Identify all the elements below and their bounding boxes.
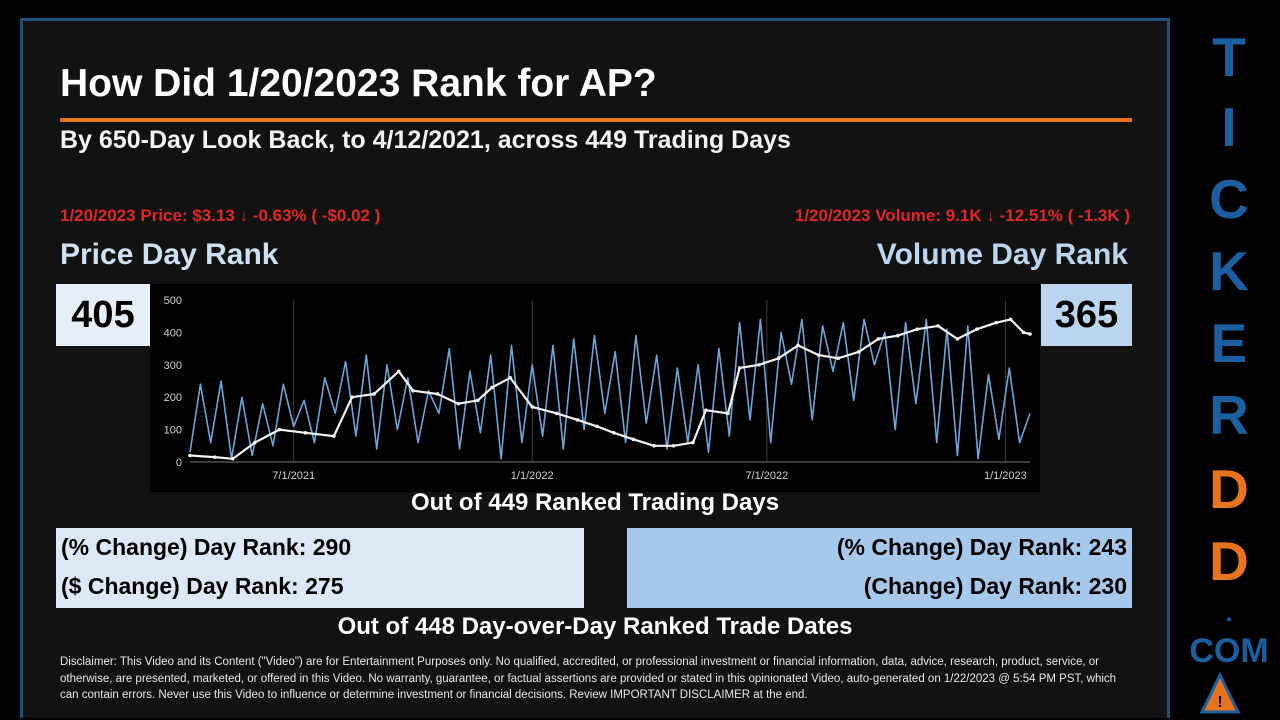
volume-change-rank: (Change) Day Rank: 230 xyxy=(863,573,1127,599)
series-point xyxy=(396,369,401,374)
series-point xyxy=(435,392,440,396)
brand-dot: . xyxy=(1225,600,1233,627)
volume-change-ranks: (% Change) Day Rank: 243 (Change) Day Ra… xyxy=(627,528,1132,608)
series-point xyxy=(277,427,282,432)
series-point xyxy=(757,363,761,367)
series-point xyxy=(895,333,900,338)
series-point xyxy=(876,337,881,341)
series-point xyxy=(936,324,940,328)
brand-letter: K xyxy=(1209,240,1249,302)
series-line-price-rank xyxy=(189,318,1031,460)
y-tick-label: 0 xyxy=(176,457,182,469)
y-tick-label: 400 xyxy=(164,327,182,339)
x-tick-label: 1/1/2022 xyxy=(511,470,554,482)
series-point xyxy=(372,392,376,396)
price-rank-label: Price Day Rank xyxy=(60,238,279,271)
series-point xyxy=(475,398,480,403)
series-point xyxy=(530,405,535,409)
series-point xyxy=(230,456,235,461)
price-change-ranks: (% Change) Day Rank: 290 ($ Change) Day … xyxy=(56,528,584,608)
price-dollar-change-rank: ($ Change) Day Rank: 275 xyxy=(61,573,344,599)
series-point xyxy=(456,401,461,406)
brand-com: COM xyxy=(1189,632,1269,670)
y-tick-label: 500 xyxy=(164,295,182,307)
series-point xyxy=(1028,332,1032,336)
series-point xyxy=(332,434,336,438)
series-point xyxy=(836,356,840,361)
series-point xyxy=(612,431,616,435)
series-point xyxy=(816,353,821,357)
series-point xyxy=(575,418,580,422)
series-point xyxy=(555,411,559,416)
series-point xyxy=(776,356,781,361)
price-rank-value: 405 xyxy=(56,284,150,346)
series-point xyxy=(350,395,354,399)
title-divider xyxy=(60,118,1132,122)
brand-letter: I xyxy=(1221,96,1237,158)
out-of-dates-caption: Out of 448 Day-over-Day Ranked Trade Dat… xyxy=(337,613,853,640)
y-tick-label: 100 xyxy=(164,425,182,437)
series-point xyxy=(1021,330,1026,335)
series-point xyxy=(691,440,695,445)
x-tick-label: 7/1/2021 xyxy=(272,470,315,482)
series-point xyxy=(994,320,999,325)
series-point xyxy=(955,337,960,341)
x-tick-label: 1/1/2023 xyxy=(984,470,1027,482)
series-point xyxy=(704,408,708,412)
series-point xyxy=(737,366,742,370)
series-point xyxy=(411,388,415,393)
brand-letter: R xyxy=(1209,384,1249,446)
y-tick-label: 300 xyxy=(164,360,182,372)
disclaimer-text: Disclaimer: This Video and its Content (… xyxy=(60,656,1117,701)
series-point xyxy=(631,437,636,442)
series-point xyxy=(671,444,676,448)
series-point xyxy=(595,424,599,429)
volume-info: 1/20/2023 Volume: 9.1K ↓ -12.51% ( -1.3K… xyxy=(794,206,1130,225)
page-title: How Did 1/20/2023 Rank for AP? xyxy=(60,62,657,105)
brand-letter: D xyxy=(1209,530,1249,592)
svg-text:!: ! xyxy=(1217,694,1222,711)
brand-sidebar: T I C K E R D D . COM xyxy=(1178,0,1280,720)
volume-pct-change-rank: (% Change) Day Rank: 243 xyxy=(836,534,1127,560)
y-tick-label: 200 xyxy=(164,392,182,404)
series-point xyxy=(1008,317,1013,322)
volume-rank-value: 365 xyxy=(1041,284,1132,346)
warning-logo-icon: ! xyxy=(1199,672,1241,714)
series-line-volume-rank xyxy=(189,318,1031,460)
rank-chart: 0 100 200 300 400 500 7/1/2021 1/1/2022 7/1/2022… xyxy=(150,284,1040,492)
x-tick-label: 7/1/2022 xyxy=(745,470,788,482)
series-point xyxy=(253,440,257,445)
brand-letter: C xyxy=(1209,168,1249,230)
series-point xyxy=(652,444,656,448)
brand-letter: E xyxy=(1210,312,1248,374)
out-of-days-caption: Out of 449 Ranked Trading Days xyxy=(410,489,780,516)
series-point xyxy=(188,453,192,458)
price-info: 1/20/2023 Price: $3.13 ↓ -0.63% ( -$0.02… xyxy=(60,206,381,225)
series-point xyxy=(726,411,730,416)
series-point xyxy=(796,343,800,348)
series-point xyxy=(915,327,920,331)
brand-letter: D xyxy=(1209,458,1249,520)
series-point xyxy=(508,375,512,380)
brand-letter: T xyxy=(1212,26,1246,88)
volume-rank-label: Volume Day Rank xyxy=(876,238,1128,271)
page-subtitle: By 650-Day Look Back, to 4/12/2021, acro… xyxy=(60,126,791,154)
series-point xyxy=(975,327,979,331)
series-point xyxy=(212,455,217,459)
series-point xyxy=(857,350,861,354)
series-point xyxy=(490,385,494,390)
price-pct-change-rank: (% Change) Day Rank: 290 xyxy=(61,534,352,560)
rank-chart-svg: 0 100 200 300 400 500 7/1/2021 1/1/2022 7/1/2022… xyxy=(164,295,1032,482)
series-point xyxy=(303,431,308,435)
